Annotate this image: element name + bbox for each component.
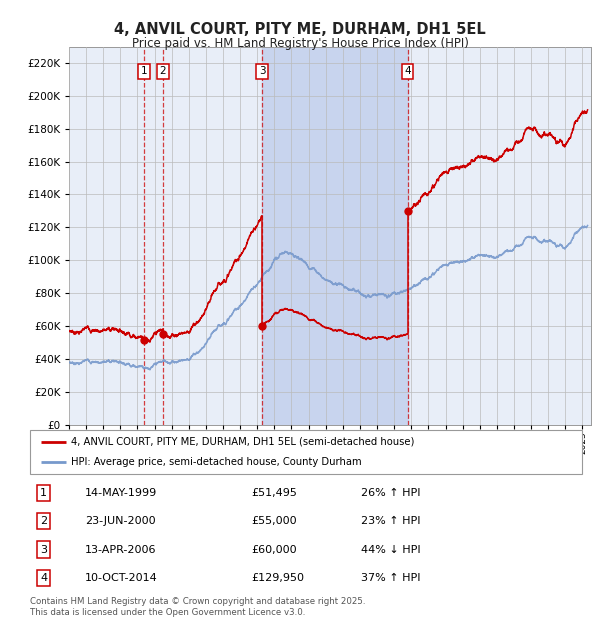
Text: 44% ↓ HPI: 44% ↓ HPI	[361, 544, 421, 554]
Text: 4: 4	[404, 66, 411, 76]
Text: 1: 1	[40, 488, 47, 498]
Text: 13-APR-2006: 13-APR-2006	[85, 544, 157, 554]
Text: £60,000: £60,000	[251, 544, 296, 554]
Text: 2: 2	[160, 66, 166, 76]
Text: 23-JUN-2000: 23-JUN-2000	[85, 516, 156, 526]
Text: 14-MAY-1999: 14-MAY-1999	[85, 488, 157, 498]
Text: 37% ↑ HPI: 37% ↑ HPI	[361, 573, 421, 583]
Text: Price paid vs. HM Land Registry's House Price Index (HPI): Price paid vs. HM Land Registry's House …	[131, 37, 469, 50]
Text: 4: 4	[40, 573, 47, 583]
Text: 3: 3	[259, 66, 265, 76]
Text: 23% ↑ HPI: 23% ↑ HPI	[361, 516, 421, 526]
Text: £51,495: £51,495	[251, 488, 296, 498]
Text: HPI: Average price, semi-detached house, County Durham: HPI: Average price, semi-detached house,…	[71, 457, 362, 467]
Text: £129,950: £129,950	[251, 573, 304, 583]
Text: 2: 2	[40, 516, 47, 526]
Text: £55,000: £55,000	[251, 516, 296, 526]
Text: 10-OCT-2014: 10-OCT-2014	[85, 573, 158, 583]
FancyBboxPatch shape	[30, 430, 582, 474]
Text: 26% ↑ HPI: 26% ↑ HPI	[361, 488, 421, 498]
Text: 3: 3	[40, 544, 47, 554]
Bar	[262, 46, 407, 425]
Text: 4, ANVIL COURT, PITY ME, DURHAM, DH1 5EL: 4, ANVIL COURT, PITY ME, DURHAM, DH1 5EL	[114, 22, 486, 37]
Text: Contains HM Land Registry data © Crown copyright and database right 2025.
This d: Contains HM Land Registry data © Crown c…	[30, 598, 365, 617]
Text: 4, ANVIL COURT, PITY ME, DURHAM, DH1 5EL (semi-detached house): 4, ANVIL COURT, PITY ME, DURHAM, DH1 5EL…	[71, 436, 415, 447]
Text: 1: 1	[140, 66, 147, 76]
